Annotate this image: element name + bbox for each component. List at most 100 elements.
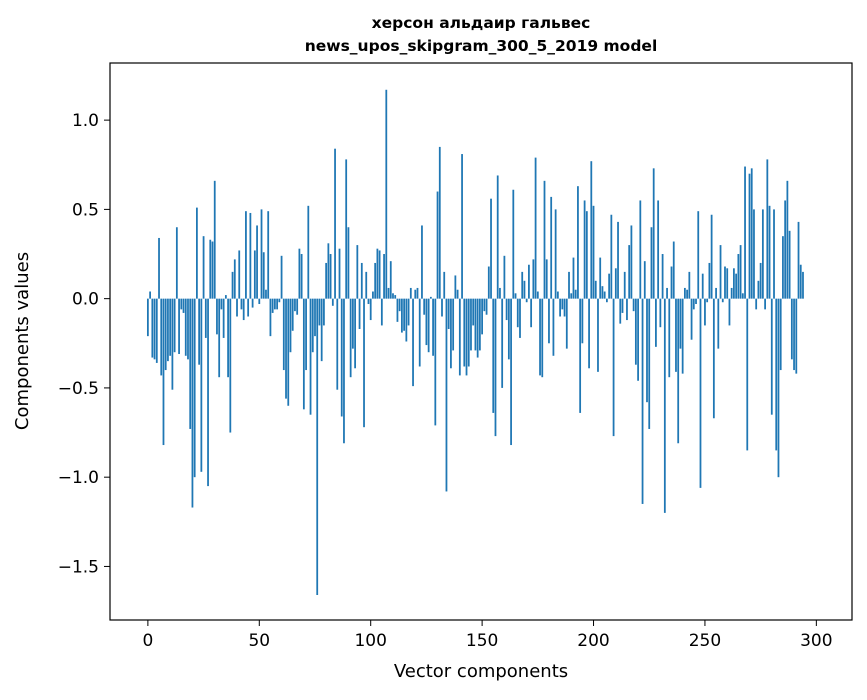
bar-0 [146, 298, 149, 337]
bar-206 [606, 298, 608, 303]
bar-195 [581, 298, 584, 344]
bar-293 [799, 264, 802, 299]
bar-210 [614, 268, 617, 299]
bar-122 [418, 298, 421, 367]
bar-147 [474, 298, 477, 351]
bar-251 [706, 298, 709, 303]
bar-287 [786, 180, 789, 299]
bar-202 [597, 298, 599, 372]
bar-65 [291, 298, 294, 331]
bar-89 [345, 159, 348, 299]
bar-248 [699, 298, 702, 488]
bar-11 [171, 298, 174, 390]
bar-232 [663, 298, 666, 513]
bar-158 [499, 287, 501, 299]
bar-63 [287, 298, 290, 406]
bar-221 [639, 200, 642, 299]
bar-250 [704, 298, 706, 326]
bar-282 [775, 298, 778, 451]
bar-228 [655, 298, 657, 347]
bar-254 [712, 298, 715, 419]
bar-70 [302, 298, 305, 410]
x-tick-label: 0 [142, 631, 153, 651]
chart-subtitle: news_upos_skipgram_300_5_2019 model [305, 37, 658, 55]
bar-108 [387, 287, 390, 299]
bar-194 [579, 298, 582, 413]
bar-272 [753, 209, 755, 299]
bar-84 [334, 148, 336, 299]
bar-13 [175, 227, 178, 299]
bar-239 [679, 298, 682, 349]
bar-177 [541, 298, 544, 378]
bar-130 [436, 191, 439, 299]
bar-289 [790, 298, 793, 360]
bar-57 [274, 298, 276, 310]
bar-80 [325, 262, 328, 299]
x-tick-label: 300 [800, 631, 832, 651]
bar-271 [750, 168, 753, 299]
bar-244 [690, 298, 693, 340]
bar-4 [155, 298, 158, 363]
bar-118 [409, 287, 412, 299]
bar-180 [548, 298, 550, 344]
bar-240 [681, 298, 684, 374]
bar-132 [441, 298, 443, 317]
bar-79 [323, 298, 325, 326]
bar-178 [543, 180, 546, 299]
bar-162 [507, 298, 510, 360]
bar-151 [483, 298, 486, 312]
bar-47 [251, 298, 254, 308]
bar-266 [739, 245, 742, 299]
bar-218 [632, 298, 635, 312]
bar-33 [220, 298, 223, 310]
bar-200 [592, 205, 595, 299]
plot-frame [109, 62, 853, 621]
bar-124 [423, 298, 426, 315]
bar-159 [501, 298, 504, 388]
y-tick-label: −1.5 [58, 557, 99, 577]
bar-165 [514, 293, 517, 299]
bar-163 [510, 298, 512, 446]
bar-77 [318, 298, 321, 326]
bar-235 [670, 266, 673, 299]
bar-7 [162, 298, 165, 446]
bar-201 [594, 280, 597, 299]
bar-278 [766, 159, 769, 299]
bar-160 [503, 255, 506, 299]
bar-78 [320, 298, 323, 362]
bar-141 [461, 154, 463, 299]
bar-92 [351, 298, 354, 349]
bar-37 [229, 298, 232, 433]
bar-100 [369, 298, 372, 321]
bar-88 [343, 298, 345, 444]
bar-161 [505, 298, 508, 321]
y-tick-label: −0.5 [58, 379, 99, 399]
bar-127 [429, 296, 432, 299]
bar-48 [253, 250, 256, 299]
bar-291 [795, 298, 798, 374]
bar-40 [236, 298, 238, 317]
bar-276 [761, 209, 764, 299]
x-tick-label: 150 [466, 631, 498, 651]
bar-21 [193, 298, 196, 478]
bar-74 [311, 298, 314, 353]
bar-170 [525, 298, 528, 303]
bar-17 [184, 298, 187, 356]
bar-172 [530, 298, 533, 328]
bar-41 [238, 250, 241, 299]
bar-164 [512, 189, 515, 299]
bar-20 [191, 298, 194, 508]
bar-152 [485, 298, 488, 315]
bar-24 [200, 298, 203, 472]
bar-129 [434, 298, 437, 426]
bar-215 [626, 298, 628, 321]
bar-241 [683, 287, 686, 299]
bar-268 [744, 166, 746, 299]
bar-167 [519, 298, 521, 338]
bar-257 [719, 245, 722, 299]
bar-99 [367, 298, 370, 305]
bar-42 [240, 298, 243, 310]
bar-1 [149, 291, 151, 299]
bar-168 [521, 271, 524, 299]
bar-230 [659, 298, 662, 328]
